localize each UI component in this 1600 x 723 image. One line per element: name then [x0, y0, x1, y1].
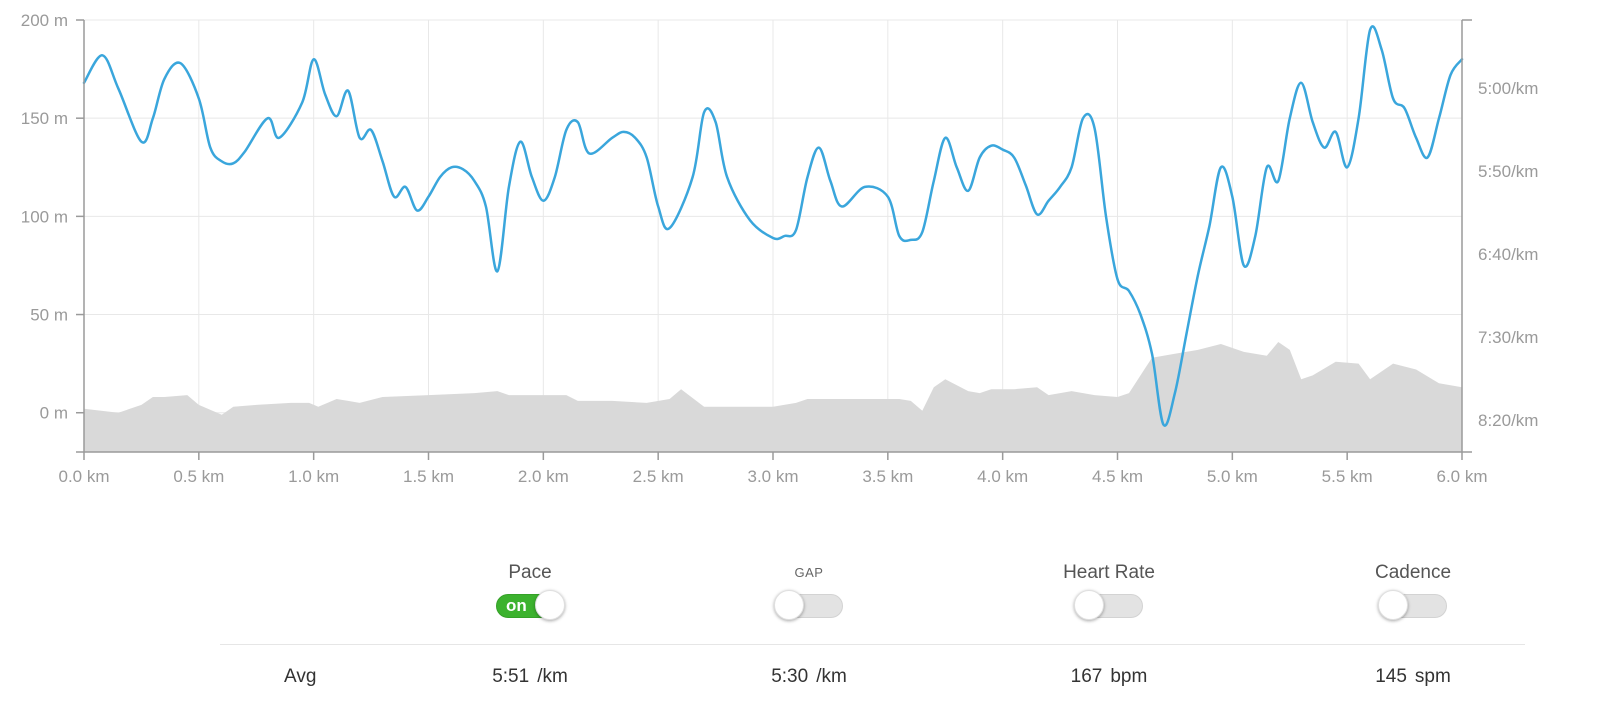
y-right-tick-label: 5:50/km [1478, 162, 1538, 181]
pace-toggle[interactable]: on [496, 590, 565, 620]
pace-line [82, 25, 1464, 427]
metric-gap: GAP [709, 560, 909, 620]
avg-heart-rate: 167 bpm [999, 666, 1219, 688]
y-left-tick-label: 150 m [21, 109, 68, 128]
avg-pace-unit: /km [537, 666, 568, 687]
avg-heart-rate-value: 167 [1070, 666, 1103, 687]
avg-heart-rate-unit: bpm [1110, 666, 1148, 687]
avg-cadence: 145 spm [1303, 666, 1523, 688]
y-left-tick-label: 0 m [40, 404, 68, 423]
avg-pace: 5:51/km [420, 666, 640, 688]
avg-gap: 5:30/km [699, 666, 919, 688]
toggle-on-text: on [506, 596, 527, 615]
x-tick-label: 0.0 km [58, 467, 109, 486]
metric-cadence: Cadence [1313, 560, 1513, 620]
gap-toggle[interactable] [774, 590, 843, 620]
toggle-knob [1074, 590, 1104, 620]
heart-rate-toggle[interactable] [1074, 590, 1143, 620]
y-left-tick-label: 200 m [21, 11, 68, 30]
x-tick-label: 2.0 km [518, 467, 569, 486]
x-tick-label: 3.5 km [862, 467, 913, 486]
avg-pace-value: 5:51 [492, 666, 530, 687]
avg-gap-value: 5:30 [771, 666, 809, 687]
y-left-tick-label: 100 m [21, 207, 68, 226]
y-right-tick-label: 8:20/km [1478, 411, 1538, 430]
metric-heart-rate: Heart Rate [1009, 560, 1209, 620]
elevation-area [84, 342, 1462, 452]
y-left-tick-label: 50 m [30, 306, 68, 325]
x-tick-label: 5.0 km [1207, 467, 1258, 486]
x-tick-label: 3.0 km [747, 467, 798, 486]
x-tick-label: 0.5 km [173, 467, 224, 486]
avg-cadence-unit: spm [1414, 666, 1451, 687]
toggle-knob [1378, 590, 1408, 620]
y-right-tick-label: 7:30/km [1478, 328, 1538, 347]
averages-row: Avg 5:51/km 5:30/km 167 bpm 145 spm [0, 660, 1600, 700]
pace-label: Pace [508, 562, 552, 583]
metric-toggles: Pace on GAP Heart Rate Cadence [0, 560, 1600, 723]
divider [220, 644, 1525, 645]
metric-pace: Pace on [430, 560, 630, 620]
x-tick-label: 4.0 km [977, 467, 1028, 486]
y-right-tick-label: 6:40/km [1478, 245, 1538, 264]
x-tick-label: 6.0 km [1436, 467, 1487, 486]
x-tick-label: 5.5 km [1322, 467, 1373, 486]
avg-cadence-value: 145 [1375, 666, 1407, 687]
x-tick-label: 1.5 km [403, 467, 454, 486]
toggle-knob [774, 590, 804, 620]
cadence-label: Cadence [1374, 562, 1452, 583]
elevation-pace-chart: 200 m 150 m 100 m 50 m 0 m 5:00/km 5:50/km 6:40… [21, 11, 1539, 486]
chart-tick-labels: 200 m 150 m 100 m 50 m 0 m 5:00/km 5:50/km 6:40… [21, 11, 1539, 486]
y-right-tick-label: 5:00/km [1478, 79, 1538, 98]
cadence-toggle[interactable] [1378, 590, 1447, 620]
x-tick-label: 4.5 km [1092, 467, 1143, 486]
chart-axes [76, 19, 1472, 460]
toggle-knob [535, 590, 565, 620]
avg-label: Avg [284, 666, 317, 687]
x-tick-label: 2.5 km [633, 467, 684, 486]
gap-label: GAP [794, 565, 824, 580]
avg-gap-unit: /km [816, 666, 847, 687]
heart-rate-label: Heart Rate [1063, 562, 1155, 583]
x-tick-label: 1.0 km [288, 467, 339, 486]
